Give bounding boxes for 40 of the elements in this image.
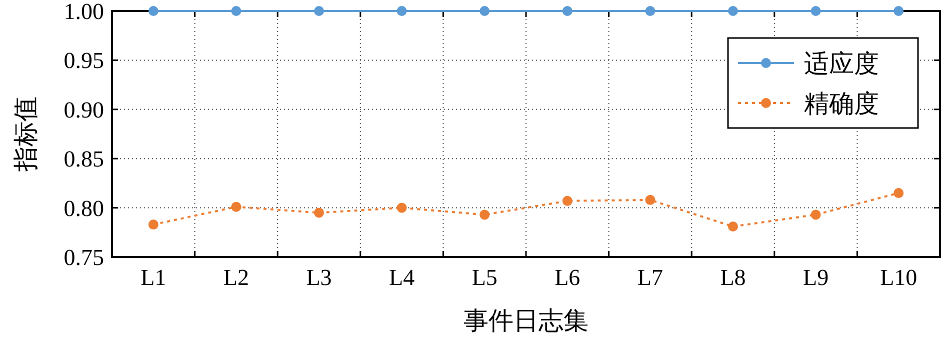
x-tick-label: L3 — [306, 265, 332, 290]
point — [894, 188, 904, 198]
y-tick-label: 0.85 — [64, 146, 104, 172]
point — [231, 6, 242, 16]
point — [728, 221, 738, 232]
point — [396, 6, 407, 16]
point — [645, 194, 656, 205]
point — [314, 6, 324, 16]
x-tick-label: L4 — [389, 265, 416, 290]
y-tick-label: 0.80 — [64, 196, 104, 221]
point — [810, 6, 821, 16]
point — [810, 210, 821, 220]
point — [728, 6, 738, 16]
y-tick-label: 1.00 — [64, 0, 104, 24]
point — [562, 6, 572, 16]
point — [231, 202, 242, 212]
x-tick-label: L7 — [637, 265, 663, 290]
x-tick-label: L6 — [554, 265, 580, 290]
point — [480, 210, 490, 220]
x-tick-label: L5 — [472, 265, 498, 290]
point — [148, 220, 158, 230]
y-tick-label: 0.90 — [64, 97, 104, 122]
x-tick-label: L2 — [223, 265, 249, 290]
x-tick-label: L10 — [880, 265, 918, 290]
point — [480, 6, 490, 16]
x-tick-label: L1 — [140, 265, 166, 290]
legend-label: 精确度 — [804, 90, 879, 118]
point — [562, 196, 572, 206]
x-tick-label: L9 — [803, 265, 829, 290]
x-axis-title: 事件日志集 — [464, 308, 588, 335]
y-axis-title: 指标值 — [13, 96, 40, 172]
y-tick-label: 0.95 — [64, 48, 104, 74]
y-tick-label: 0.75 — [64, 245, 104, 270]
x-tick-label: L8 — [720, 265, 746, 290]
point — [396, 202, 407, 213]
point — [645, 6, 656, 16]
legend-label: 适应度 — [804, 50, 879, 78]
point — [894, 6, 904, 16]
point — [148, 6, 158, 16]
point — [314, 208, 324, 218]
